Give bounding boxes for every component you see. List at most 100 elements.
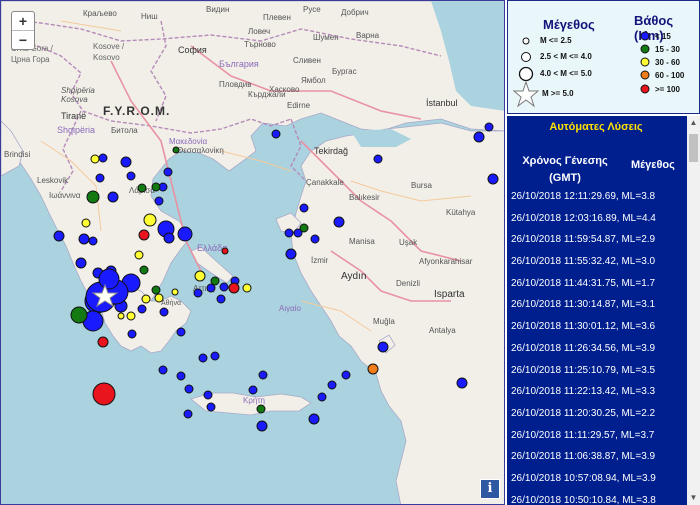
quake-marker[interactable] — [299, 223, 309, 233]
quake-marker[interactable] — [228, 282, 240, 294]
scroll-down-icon[interactable]: ▼ — [689, 493, 698, 502]
quake-marker[interactable] — [193, 288, 203, 298]
quake-marker[interactable] — [88, 236, 98, 246]
quake-marker[interactable] — [327, 380, 337, 390]
scroll-up-icon[interactable]: ▲ — [689, 118, 698, 127]
event-row[interactable]: 26/10/2018 10:50:10.84, ML=3.8 — [511, 494, 656, 505]
quake-marker[interactable] — [98, 153, 108, 163]
quake-marker[interactable] — [206, 283, 216, 293]
zoom-in-button[interactable]: + — [12, 12, 34, 31]
event-row[interactable]: 26/10/2018 12:03:16.89, ML=4.4 — [511, 212, 656, 224]
quake-marker[interactable] — [134, 250, 144, 260]
quake-marker[interactable] — [242, 283, 252, 293]
quake-marker[interactable] — [159, 307, 169, 317]
quake-marker[interactable] — [177, 226, 193, 242]
event-row[interactable]: 26/10/2018 11:55:32.42, ML=3.0 — [511, 256, 656, 268]
quake-marker[interactable] — [377, 341, 389, 353]
quake-marker[interactable] — [256, 420, 268, 432]
automatic-solutions-panel[interactable]: Αυτόματες Λύσεις Χρόνος Γένεσης (GMT) Μέ… — [507, 116, 700, 505]
quake-marker[interactable] — [176, 327, 186, 337]
quake-marker[interactable] — [78, 233, 90, 245]
quake-marker[interactable] — [75, 257, 87, 269]
quake-marker[interactable] — [139, 265, 149, 275]
quake-marker[interactable] — [141, 294, 151, 304]
event-row[interactable]: 26/10/2018 11:30:14.87, ML=3.1 — [511, 299, 656, 311]
quake-marker[interactable] — [176, 371, 186, 381]
event-row[interactable]: 26/10/2018 11:11:29.57, ML=3.7 — [511, 429, 655, 441]
earthquake-map[interactable]: Краљево Ниш Видин Плевен Русе Добрич Лов… — [0, 0, 505, 505]
scrollbar-thumb[interactable] — [689, 134, 698, 162]
quake-marker[interactable] — [285, 248, 297, 260]
quake-marker[interactable] — [216, 294, 226, 304]
map-basemap[interactable] — [1, 1, 505, 505]
quake-marker[interactable] — [158, 365, 168, 375]
quake-marker[interactable] — [308, 413, 320, 425]
event-row[interactable]: 26/10/2018 11:26:34.56, ML=3.9 — [511, 342, 656, 354]
quake-marker[interactable] — [367, 363, 379, 375]
quake-marker[interactable] — [127, 329, 137, 339]
quake-marker[interactable] — [184, 384, 194, 394]
quake-marker[interactable] — [256, 404, 266, 414]
quake-marker[interactable] — [154, 293, 164, 303]
quake-marker[interactable] — [126, 171, 136, 181]
quake-marker[interactable] — [210, 351, 220, 361]
quake-marker[interactable] — [341, 370, 351, 380]
earthquake-markers[interactable] — [1, 1, 505, 505]
quake-marker[interactable] — [172, 146, 180, 154]
quake-marker[interactable] — [98, 268, 120, 290]
quake-marker[interactable] — [293, 228, 303, 238]
zoom-out-button[interactable]: − — [18, 32, 28, 48]
quake-marker[interactable] — [90, 154, 100, 164]
quake-marker[interactable] — [171, 288, 179, 296]
quake-marker[interactable] — [473, 131, 485, 143]
quake-marker[interactable] — [219, 282, 229, 292]
event-row[interactable]: 26/10/2018 12:11:29.69, ML=3.8 — [511, 191, 656, 202]
quake-marker[interactable] — [206, 402, 216, 412]
quake-marker[interactable] — [53, 230, 65, 242]
quake-marker[interactable] — [154, 196, 164, 206]
quake-marker[interactable] — [137, 183, 147, 193]
quake-marker-star[interactable] — [91, 283, 119, 308]
quake-marker[interactable] — [86, 190, 100, 204]
quake-marker[interactable] — [137, 304, 147, 314]
event-row[interactable]: 26/10/2018 11:30:01.12, ML=3.6 — [511, 321, 656, 333]
list-scrollbar[interactable]: ▲ ▼ — [687, 116, 700, 505]
event-row[interactable]: 26/10/2018 11:44:31.75, ML=1.7 — [511, 277, 656, 289]
quake-marker[interactable] — [284, 228, 294, 238]
quake-marker[interactable] — [97, 336, 109, 348]
quake-marker[interactable] — [126, 311, 136, 321]
event-row[interactable]: 26/10/2018 11:25:10.79, ML=3.5 — [511, 364, 656, 376]
quake-marker[interactable] — [333, 216, 345, 228]
quake-marker[interactable] — [258, 370, 268, 380]
quake-marker[interactable] — [317, 392, 327, 402]
quake-marker[interactable] — [310, 234, 320, 244]
quake-marker[interactable] — [70, 306, 88, 324]
quake-marker[interactable] — [210, 276, 220, 286]
quake-marker[interactable] — [203, 390, 213, 400]
quake-marker[interactable] — [143, 213, 157, 227]
quake-marker[interactable] — [248, 385, 258, 395]
quake-marker[interactable] — [117, 312, 125, 320]
quake-marker[interactable] — [151, 182, 161, 192]
quake-marker[interactable] — [163, 167, 173, 177]
info-button[interactable]: i — [480, 479, 500, 499]
quake-marker[interactable] — [95, 173, 105, 183]
quake-marker[interactable] — [81, 218, 91, 228]
quake-marker[interactable] — [373, 154, 383, 164]
quake-marker[interactable] — [221, 247, 229, 255]
quake-marker[interactable] — [456, 377, 468, 389]
event-row[interactable]: 26/10/2018 11:22:13.42, ML=3.3 — [511, 386, 656, 398]
quake-marker[interactable] — [484, 122, 494, 132]
quake-marker[interactable] — [107, 191, 119, 203]
quake-marker[interactable] — [120, 156, 132, 168]
event-row[interactable]: 26/10/2018 11:06:38.87, ML=3.9 — [511, 451, 656, 463]
quake-marker[interactable] — [194, 270, 206, 282]
quake-marker[interactable] — [198, 353, 208, 363]
quake-marker[interactable] — [299, 203, 309, 213]
quake-marker[interactable] — [271, 129, 281, 139]
event-row[interactable]: 26/10/2018 10:57:08.94, ML=3.9 — [511, 472, 656, 484]
event-row[interactable]: 26/10/2018 11:20:30.25, ML=2.2 — [511, 407, 656, 419]
quake-marker[interactable] — [92, 382, 116, 406]
quake-marker[interactable] — [487, 173, 499, 185]
quake-marker[interactable] — [183, 409, 193, 419]
